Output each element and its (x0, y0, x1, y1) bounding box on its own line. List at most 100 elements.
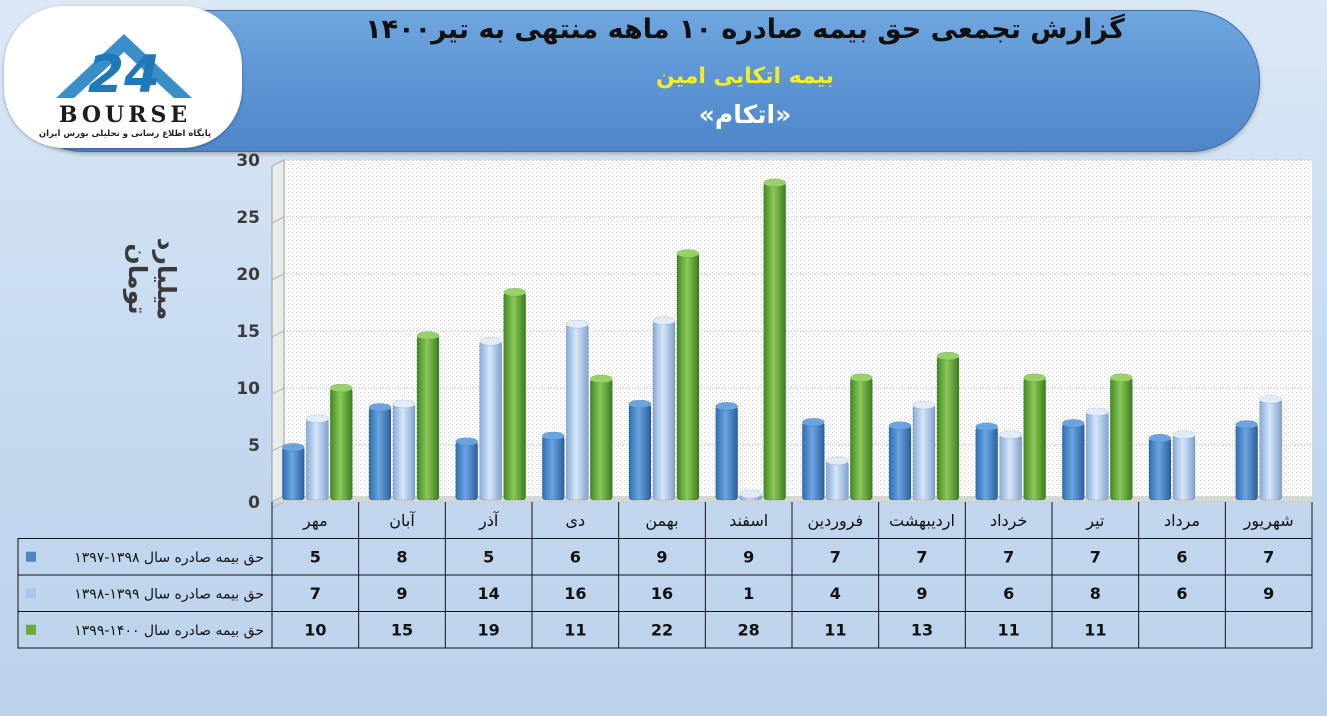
x-tick-label: مهر (302, 511, 328, 531)
bar-cap (1086, 407, 1109, 417)
data-label: 9 (743, 548, 754, 567)
bar-cap (676, 249, 700, 258)
bar-cap (912, 400, 936, 410)
data-label: 28 (738, 621, 760, 640)
svg-text:24: 24 (88, 45, 160, 105)
x-tick-label: دی (566, 511, 586, 530)
bar (912, 404, 936, 501)
x-tick-label: خرداد (990, 511, 1027, 531)
bar-cap (306, 414, 329, 424)
data-label: 7 (310, 584, 321, 603)
bar-cap (826, 456, 849, 466)
x-tick-label: آبان (389, 511, 416, 530)
data-label: 6 (1176, 548, 1187, 567)
y-tick-label: 30 (236, 151, 260, 171)
bar-cap (330, 383, 353, 393)
data-label: 11 (1084, 621, 1106, 640)
bar-cap (888, 421, 912, 430)
bar-cap (1235, 420, 1258, 429)
bar-cap (566, 319, 589, 329)
data-label: 6 (1003, 584, 1014, 603)
data-label: 6 (570, 548, 581, 567)
data-label: 13 (911, 621, 933, 640)
bar-cap (802, 417, 825, 427)
data-label: 7 (1263, 548, 1274, 567)
data-label: 11 (564, 621, 586, 640)
bar (1110, 377, 1133, 501)
data-label: 1 (743, 584, 754, 603)
bar-cap (392, 399, 416, 409)
bar-cap (715, 401, 738, 411)
bar-cap (455, 437, 478, 446)
data-label: 7 (830, 548, 841, 567)
data-label: 10 (304, 621, 326, 640)
bar-cap (1023, 373, 1046, 382)
x-tick-label: مرداد (1164, 511, 1200, 531)
data-label: 22 (651, 621, 673, 640)
data-label: 7 (916, 548, 927, 567)
bar (416, 335, 440, 501)
company-name: بیمه اتکایی امین (656, 64, 834, 89)
data-label: 5 (310, 548, 321, 567)
data-label: 5 (483, 548, 494, 567)
bar (802, 421, 825, 501)
x-tick-label: شهریور (1243, 511, 1294, 531)
bar (503, 291, 526, 501)
bar-cap (282, 443, 305, 452)
bar (282, 447, 305, 501)
bar (566, 323, 589, 501)
plot-floor (272, 496, 1312, 502)
y-tick-label: 20 (236, 265, 260, 285)
bar (1259, 399, 1282, 501)
data-label: 19 (478, 621, 500, 640)
data-label: 7 (1090, 548, 1101, 567)
data-label: 15 (391, 621, 413, 640)
bar (1086, 411, 1109, 501)
bar-cap (590, 374, 613, 384)
bar-cap (999, 430, 1022, 439)
data-label: 8 (396, 548, 407, 567)
data-label: 16 (564, 584, 586, 603)
bar-cap (542, 431, 565, 441)
data-label: 9 (656, 548, 667, 567)
data-label: 9 (1263, 584, 1274, 603)
bar (763, 182, 786, 501)
bar (1235, 424, 1258, 501)
data-label: 4 (830, 584, 841, 603)
bar (590, 378, 613, 501)
gridline-diag (271, 216, 285, 224)
bar-cap (739, 489, 762, 499)
bar (888, 425, 912, 501)
y-tick-label: 10 (236, 379, 260, 399)
bar (455, 441, 478, 501)
bar (936, 355, 960, 501)
bar (975, 426, 998, 501)
bar (368, 407, 392, 501)
bar-cap (850, 373, 873, 382)
bar (676, 253, 700, 501)
gridline-diag (271, 330, 285, 338)
x-tick-label: فروردین (807, 511, 863, 531)
data-label: 14 (478, 584, 500, 603)
bar-cap (628, 399, 652, 409)
bar-cap (652, 316, 676, 325)
gridline-diag (271, 444, 285, 452)
bar (479, 341, 502, 501)
gridline-diag (271, 273, 285, 281)
legend-label: حق بیمه صادره سال ۱۳۹۸-۱۳۹۷ (74, 550, 264, 566)
bar (999, 434, 1022, 501)
x-tick-label: اسفند (729, 511, 768, 530)
legend-label: حق بیمه صادره سال ۱۳۹۹-۱۳۹۸ (74, 586, 264, 602)
logo-icon: 24 (56, 34, 192, 105)
bar (1023, 377, 1046, 501)
y-tick-label: 0 (248, 493, 260, 513)
bar (542, 435, 565, 501)
bar-cap (936, 351, 960, 361)
bar (826, 460, 849, 501)
logo-text: BOURSE (58, 102, 192, 128)
y-tick-label: 15 (236, 322, 260, 342)
data-label: 9 (916, 584, 927, 603)
data-label: 6 (1176, 584, 1187, 603)
bar-cap (763, 178, 786, 188)
bar (1062, 423, 1085, 501)
